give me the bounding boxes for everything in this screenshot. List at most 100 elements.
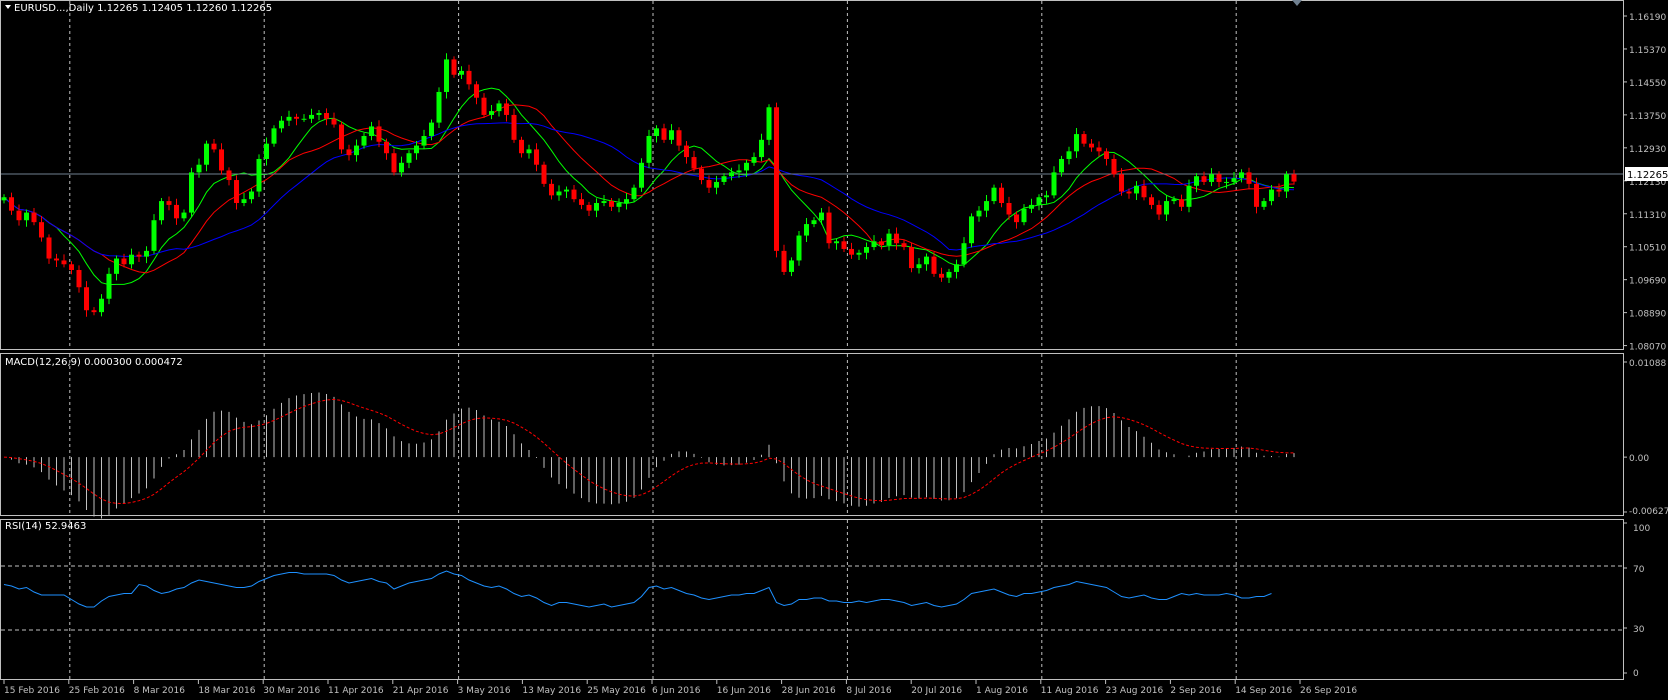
chart-shift-marker-icon[interactable] bbox=[1292, 0, 1302, 6]
candle-body bbox=[1291, 174, 1297, 182]
candle-body bbox=[196, 164, 202, 173]
candle-body bbox=[1021, 208, 1027, 223]
date-label: 1 Aug 2016 bbox=[976, 686, 1028, 696]
candle-body bbox=[174, 204, 179, 219]
candle-body bbox=[31, 212, 37, 223]
candle-body bbox=[1074, 134, 1079, 152]
candle-body bbox=[789, 260, 794, 272]
date-label: 6 Jun 2016 bbox=[652, 686, 701, 696]
date-label: 2 Sep 2016 bbox=[1170, 686, 1222, 696]
candle-body bbox=[924, 256, 929, 265]
candle-body bbox=[609, 201, 614, 207]
candle-body bbox=[9, 197, 14, 211]
price-panel[interactable] bbox=[0, 0, 1624, 350]
candle-body bbox=[541, 164, 547, 184]
candle-body bbox=[399, 162, 404, 173]
date-label: 21 Apr 2016 bbox=[393, 686, 449, 696]
candle-body bbox=[474, 84, 479, 98]
candle-body bbox=[219, 149, 224, 171]
macd-axis: 0.01088 0.00 -0.006276 bbox=[1623, 359, 1668, 517]
price-tick-label: 1.11310 bbox=[1629, 211, 1666, 221]
candle-body bbox=[339, 124, 344, 150]
date-label: 11 Aug 2016 bbox=[1041, 686, 1099, 696]
candle-body bbox=[519, 139, 524, 154]
candle-body bbox=[1284, 174, 1289, 192]
candle-body bbox=[249, 191, 254, 200]
candle-body bbox=[639, 162, 644, 188]
candle-body bbox=[1261, 201, 1267, 207]
candle-body bbox=[391, 153, 397, 173]
candle-body bbox=[84, 287, 89, 311]
candle-body bbox=[76, 270, 82, 288]
candle-body bbox=[586, 204, 592, 211]
candle-body bbox=[279, 120, 284, 129]
candle-body bbox=[1089, 143, 1094, 148]
candle-body bbox=[429, 122, 434, 136]
candle-body bbox=[181, 212, 187, 219]
candle-body bbox=[751, 157, 757, 163]
candle-body bbox=[16, 210, 22, 221]
candle-body bbox=[1141, 185, 1147, 198]
collapse-triangle-icon[interactable] bbox=[5, 5, 11, 9]
date-label: 30 Mar 2016 bbox=[263, 686, 320, 696]
candle-body bbox=[594, 203, 599, 211]
candle-body bbox=[414, 145, 419, 154]
candle-body bbox=[466, 70, 472, 85]
candle-body bbox=[1104, 151, 1109, 159]
candle-body bbox=[534, 149, 539, 165]
date-label: 28 Jun 2016 bbox=[782, 686, 836, 696]
candle-body bbox=[1029, 204, 1034, 209]
candle-body bbox=[91, 310, 97, 313]
candle-body bbox=[39, 222, 44, 238]
candle-body bbox=[684, 145, 689, 158]
candle-body bbox=[271, 128, 277, 144]
candle-body bbox=[61, 260, 67, 265]
candle-body bbox=[121, 258, 127, 265]
candle-body bbox=[369, 126, 374, 136]
candle-body bbox=[526, 149, 532, 154]
price-tick-label: 1.12930 bbox=[1629, 145, 1666, 155]
date-label: 25 Feb 2016 bbox=[69, 686, 125, 696]
candle-body bbox=[24, 212, 29, 221]
date-label: 3 May 2016 bbox=[458, 686, 511, 696]
candle-body bbox=[1201, 176, 1207, 182]
candle-body bbox=[1081, 134, 1087, 144]
date-label: 20 Jul 2016 bbox=[911, 686, 962, 696]
candle-body bbox=[46, 237, 52, 259]
candle-body bbox=[669, 130, 674, 140]
rsi-tick-label: 70 bbox=[1633, 565, 1645, 575]
candle-body bbox=[1059, 158, 1064, 173]
candle-body bbox=[331, 118, 337, 125]
candle-body bbox=[481, 97, 487, 115]
date-label: 26 Sep 2016 bbox=[1300, 686, 1357, 696]
candle-body bbox=[856, 252, 862, 255]
candle-body bbox=[736, 170, 742, 173]
candle-body bbox=[916, 264, 922, 269]
price-tick-label: 1.16190 bbox=[1629, 13, 1666, 23]
candle-body bbox=[159, 201, 164, 221]
candle-body bbox=[1179, 199, 1184, 207]
date-label: 8 Mar 2016 bbox=[134, 686, 186, 696]
candle-body bbox=[954, 264, 959, 272]
rsi-axis: 100 70 30 0 bbox=[1623, 522, 1650, 679]
rsi-panel[interactable] bbox=[0, 519, 1624, 680]
candle-body bbox=[714, 181, 719, 188]
macd-panel[interactable] bbox=[0, 353, 1624, 516]
candle-body bbox=[804, 224, 809, 236]
candle-body bbox=[1164, 201, 1169, 215]
candle-body bbox=[1126, 191, 1132, 194]
candle-body bbox=[939, 273, 944, 278]
candle-body bbox=[699, 168, 704, 181]
candle-body bbox=[961, 243, 967, 265]
candle-body bbox=[931, 256, 937, 274]
candle-body bbox=[1044, 195, 1049, 198]
candle-body bbox=[579, 199, 584, 205]
candle-body bbox=[354, 145, 359, 156]
candle-body bbox=[984, 201, 989, 211]
candle-body bbox=[841, 241, 847, 249]
price-tick-label: 1.08890 bbox=[1629, 310, 1666, 320]
price-axis: 1.16190 1.15370 1.14550 1.13750 1.12930 1.121… bbox=[1623, 13, 1666, 353]
candle-body bbox=[241, 199, 247, 204]
current-price-tag-text: 1.12265 bbox=[1627, 170, 1668, 181]
candle-body bbox=[616, 203, 622, 207]
